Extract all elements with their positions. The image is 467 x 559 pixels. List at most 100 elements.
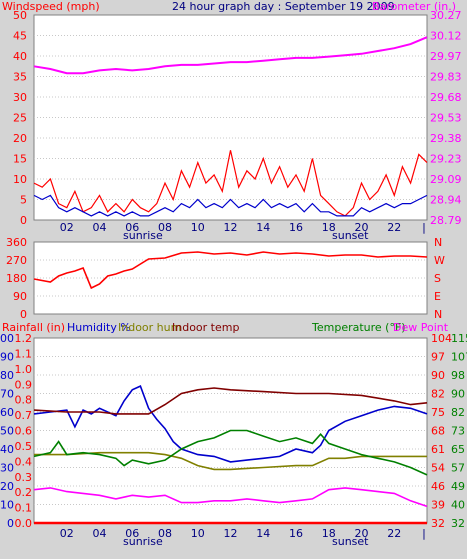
windspeed-ticks: 0 5 10 15 20 25 30 35 40 45 50 bbox=[13, 9, 27, 227]
windspeed-tick-label: 0 bbox=[20, 214, 27, 227]
barometer-tick-label: 29.83 bbox=[430, 71, 462, 84]
direction-degree-label: 180 bbox=[6, 272, 27, 285]
direction-series bbox=[33, 251, 428, 290]
humidity-line bbox=[33, 385, 428, 463]
x-tick-label: 04 bbox=[93, 527, 107, 540]
x-tick-label: 06 bbox=[125, 221, 139, 234]
rainfall-axis-title: Rainfall (in) bbox=[2, 321, 65, 334]
rainfall-tick-label: 0.0 bbox=[15, 517, 33, 530]
temperature-tick-label: 68 bbox=[431, 425, 445, 438]
direction-compass-label: N bbox=[434, 236, 442, 249]
direction-degree-label: 270 bbox=[6, 254, 27, 267]
humidity-tick-label: 90 bbox=[0, 351, 14, 364]
x-tick-label: 02 bbox=[60, 221, 74, 234]
rainfall-tick-label: 0.4 bbox=[15, 455, 33, 468]
direction-degree-label: 360 bbox=[6, 236, 27, 249]
direction-line bbox=[33, 251, 428, 290]
dew-point-tick-label: 115 bbox=[451, 332, 467, 345]
dew-point-tick-label: 57 bbox=[451, 462, 465, 475]
direction-degree-label: 90 bbox=[13, 290, 27, 303]
x-tick-label: 16 bbox=[289, 221, 303, 234]
barometer-tick-label: 28.94 bbox=[430, 194, 462, 207]
indoor-hum-axis-title: Indoor hum bbox=[118, 321, 181, 334]
dew-point-tick-label: 107 bbox=[451, 351, 467, 364]
windspeed-tick-label: 15 bbox=[13, 153, 27, 166]
x-tick-label: 18 bbox=[322, 221, 336, 234]
dew-point-tick-label: 82 bbox=[451, 406, 465, 419]
dew-point-tick-label: 49 bbox=[451, 480, 465, 493]
x-tick-label: 10 bbox=[191, 527, 205, 540]
x-tick-label: 14 bbox=[256, 527, 270, 540]
temperature-axis-title: Temperature (°F) bbox=[311, 321, 406, 334]
windspeed-tick-label: 45 bbox=[13, 30, 27, 43]
barometer-tick-label: 29.53 bbox=[430, 112, 462, 125]
dew-point-tick-label: 65 bbox=[451, 443, 465, 456]
barometer-tick-label: 29.97 bbox=[430, 50, 462, 63]
humidity-tick-label: 0 bbox=[7, 517, 14, 530]
windspeed-tick-label: 40 bbox=[13, 50, 27, 63]
windspeed-tick-label: 10 bbox=[13, 173, 27, 186]
direction-compass-label: E bbox=[434, 290, 441, 303]
windspeed-tick-label: 50 bbox=[13, 9, 27, 22]
direction-gridlines bbox=[34, 259, 427, 297]
humidity-tick-label: 40 bbox=[0, 443, 14, 456]
rainfall-tick-label: 1.2 bbox=[15, 332, 33, 345]
rainfall-tick-label: 1.1 bbox=[15, 347, 33, 360]
temperature-tick-label: 90 bbox=[431, 369, 445, 382]
wind-baro-series bbox=[33, 36, 428, 217]
temperature-tick-label: 82 bbox=[431, 388, 445, 401]
x-end-marker: | bbox=[422, 527, 426, 540]
indoor_hum-line bbox=[34, 451, 427, 471]
barometer-ticks: 28.79 28.94 29.09 29.23 29.38 29.53 29.68 29.83… bbox=[430, 9, 462, 227]
temperature-tick-label: 75 bbox=[431, 406, 445, 419]
dew-point-tick-label: 73 bbox=[451, 425, 465, 438]
temperature-line bbox=[33, 429, 428, 476]
rainfall-tick-label: 1.0 bbox=[15, 363, 33, 376]
graph-title: 24 hour graph day : September 19 2009 bbox=[172, 0, 395, 13]
indoor_temp-line bbox=[33, 387, 428, 415]
dew-point-axis-title: Dew Point bbox=[393, 321, 449, 334]
x-tick-label: 20 bbox=[355, 527, 369, 540]
humidity-tick-label: 70 bbox=[0, 388, 14, 401]
top-gridlines bbox=[34, 35, 427, 200]
temperature-tick-label: 104 bbox=[431, 332, 452, 345]
dew-point-tick-label: 90 bbox=[451, 388, 465, 401]
bottom-sunset-label: sunset bbox=[332, 535, 369, 548]
temperature-tick-label: 46 bbox=[431, 480, 445, 493]
humidity-tick-label: 20 bbox=[0, 480, 14, 493]
indoor-temp-axis-title: Indoor temp bbox=[172, 321, 239, 334]
bottom-sunrise-label: sunrise bbox=[123, 535, 163, 548]
temperature-tick-label: 54 bbox=[431, 462, 445, 475]
humidity-axis-title: Humidity % bbox=[67, 321, 131, 334]
x-tick-label: 08 bbox=[158, 221, 172, 234]
top-plot-area bbox=[33, 14, 428, 221]
x-tick-label: 12 bbox=[224, 221, 238, 234]
x-end-marker: | bbox=[422, 221, 426, 234]
direction-compass-label: S bbox=[434, 272, 441, 285]
humidity-tick-label: 30 bbox=[0, 462, 14, 475]
x-tick-label: 12 bbox=[224, 527, 238, 540]
rainfall-tick-label: 0.7 bbox=[15, 409, 33, 422]
x-tick-label: 14 bbox=[256, 221, 270, 234]
direction-degree-label: 0 bbox=[20, 308, 27, 321]
bottom-gridlines bbox=[34, 356, 427, 505]
x-tick-label: 10 bbox=[191, 221, 205, 234]
x-tick-label: 22 bbox=[387, 221, 401, 234]
barometer-tick-label: 29.38 bbox=[430, 132, 462, 145]
temperature-tick-label: 61 bbox=[431, 443, 445, 456]
humidity-tick-label: 60 bbox=[0, 406, 14, 419]
barometer-tick-label: 30.12 bbox=[430, 30, 462, 43]
top-x-axis: 02 04 06 08 10 12 14 16 18 20 22 | bbox=[60, 221, 426, 234]
rainfall-tick-label: 0.5 bbox=[15, 440, 33, 453]
top-sunset-label: sunset bbox=[332, 229, 369, 242]
bottom-x-axis: 02 04 06 08 10 12 14 16 18 20 22 | bbox=[60, 527, 426, 540]
humidity-tick-label: 80 bbox=[0, 369, 14, 382]
barometer-tick-label: 29.09 bbox=[430, 173, 462, 186]
x-tick-label: 08 bbox=[158, 527, 172, 540]
x-tick-label: 22 bbox=[387, 527, 401, 540]
direction-compass-label: N bbox=[434, 308, 442, 321]
x-tick-label: 04 bbox=[93, 221, 107, 234]
rainfall-tick-label: 0.3 bbox=[15, 471, 33, 484]
gust-line bbox=[33, 150, 428, 217]
